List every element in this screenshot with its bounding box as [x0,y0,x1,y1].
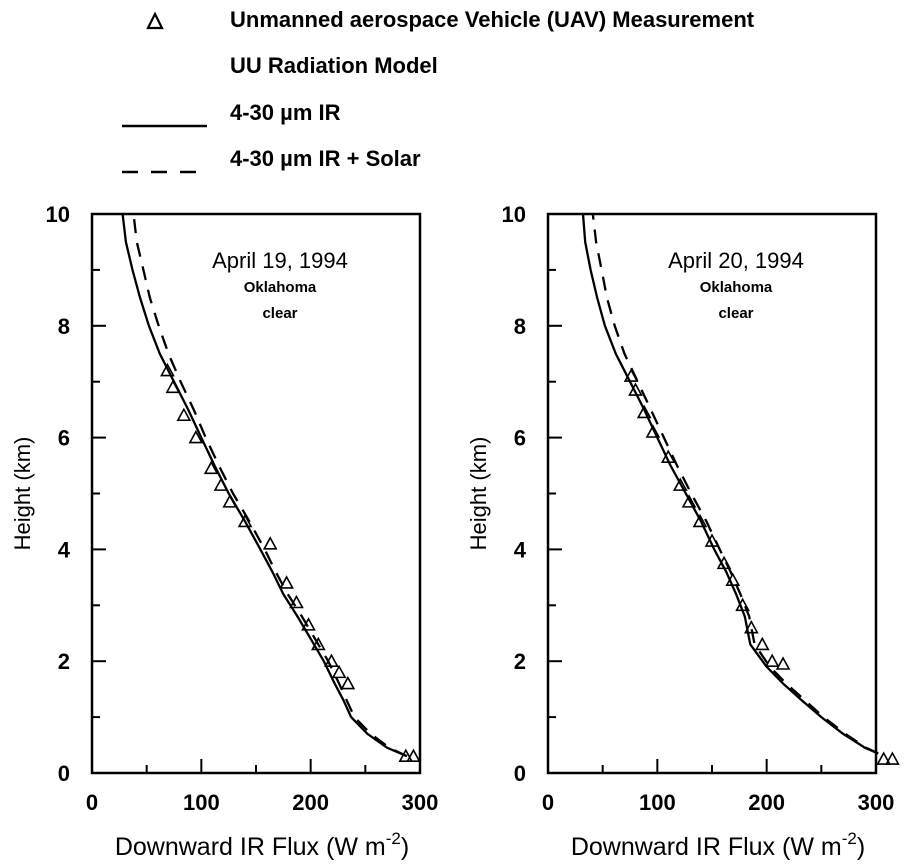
uav-measurement-point [165,379,181,394]
x-tick-label: 300 [402,790,439,815]
x-tick-label: 100 [639,790,676,815]
y-tick-label: 6 [514,426,526,451]
uav-measurement-point [188,429,204,444]
uav-measurement-point [160,362,175,377]
ir-model-line [121,214,408,758]
legend-measurement-label: Unmanned aerospace Vehicle (UAV) Measure… [230,7,755,32]
uav-measurement-point [623,368,639,382]
legend-model-header: UU Radiation Model [230,53,438,78]
location-annotation: Oklahoma [244,279,317,296]
y-tick-label: 2 [58,649,70,674]
y-tick-label: 6 [58,426,70,451]
legend-dashed-label: 4-30 µm IR + Solar [230,146,421,171]
uav-measurement-point [279,575,294,589]
uav-measurement-point [716,555,732,570]
uav-measurement-point [310,636,326,651]
uav-measurement-point [301,617,316,631]
y-axis-label: Height (km) [10,437,35,551]
uav-measurement-point [725,572,741,586]
uav-measurement-point [636,404,652,419]
y-axis-label: Height (km) [466,437,491,551]
location-annotation: Oklahoma [700,279,773,296]
uav-measurement-point [744,619,759,634]
y-tick-label: 2 [514,649,526,674]
uav-measurement-point [704,533,720,547]
y-tick-label: 4 [58,537,71,562]
uav-measurement-point [237,513,253,528]
uav-measurement-point [754,636,770,651]
uav-measurement-point [213,477,229,491]
x-tick-label: 0 [86,790,98,815]
date-annotation: April 19, 1994 [212,248,348,273]
x-tick-label: 200 [748,790,785,815]
ir-model-line [581,214,879,755]
ir-solar-model-line [132,214,408,758]
uav-measurement-point [222,494,238,508]
uav-measurement-point [660,449,676,463]
legend-symbols [122,11,207,174]
y-tick-label: 4 [514,537,527,562]
x-axis-label: Downward IR Flux (W m-2) [571,829,865,861]
y-tick-label: 0 [514,761,526,786]
x-tick-label: 300 [858,790,895,815]
x-axis-label: Downward IR Flux (W m-2) [115,829,409,861]
uav-measurement-point [406,748,421,763]
y-tick-label: 8 [514,314,526,339]
x-tick-label: 100 [183,790,220,815]
x-tick-label: 0 [542,790,554,815]
uav-measurement-point [176,407,192,422]
legend-triangle-symbol [146,11,164,30]
uav-measurement-point [764,653,780,668]
chart-panel-2: 0 100 200 300 0 2 4 6 8 10 Downward IR Flux (W m-2… [466,202,900,861]
legend-solid-label: 4-30 µm IR [230,100,341,125]
uav-measurement-point [262,536,278,550]
chart-panel-1: 0 100 200 300 0 2 4 6 8 10 Downward IR Flux (W m-2… [10,202,438,861]
sky-condition-annotation: clear [718,305,753,322]
y-tick-label: 8 [58,314,70,339]
y-tick-label: 10 [46,202,70,227]
uav-measurement-point [340,675,356,690]
date-annotation: April 20, 1994 [668,248,804,273]
y-tick-label: 10 [502,202,526,227]
uav-measurement-point [876,751,892,765]
uav-measurement-point [289,594,304,609]
legend: Unmanned aerospace Vehicle (UAV) Measure… [0,0,914,190]
x-tick-label: 200 [292,790,329,815]
y-tick-label: 0 [58,761,70,786]
uav-measurement-point [885,751,900,765]
uav-measurement-point [324,653,339,668]
uav-measurement-point [735,597,750,612]
uav-measurement-point [692,513,708,528]
uav-measurement-point [203,460,219,475]
uav-measurement-point [775,656,791,670]
uav-measurement-point [398,748,414,763]
uav-measurement-point [628,382,643,396]
uav-measurement-point [331,664,347,679]
uav-measurement-point [681,494,697,508]
uav-measurement-point [672,477,688,491]
uav-measurement-point [645,424,661,438]
sky-condition-annotation: clear [262,305,297,322]
